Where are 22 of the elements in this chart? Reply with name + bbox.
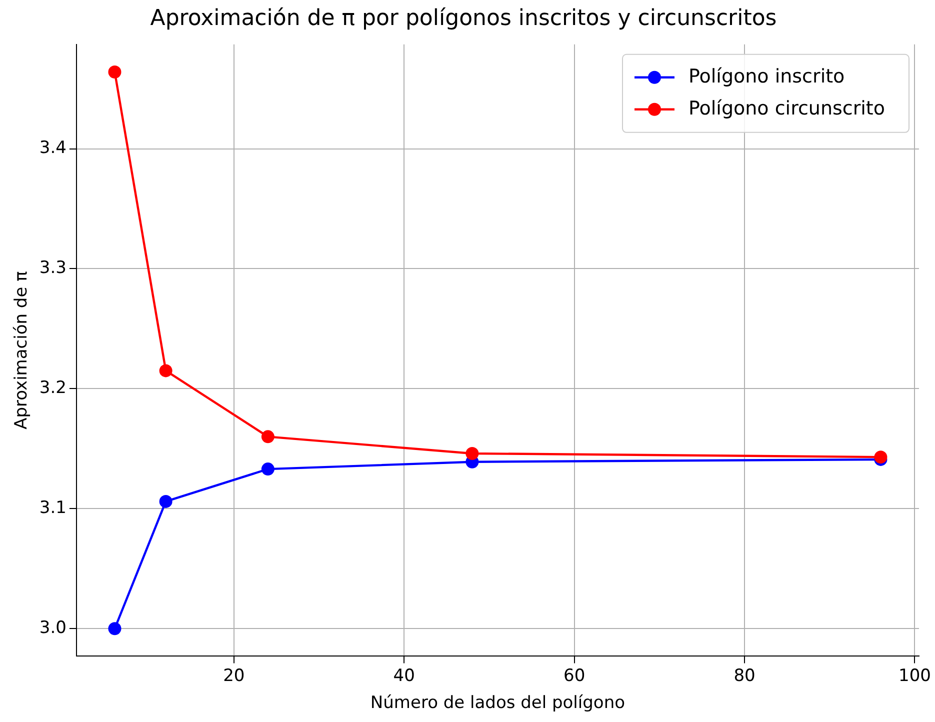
y-tick-label: 3.3 (39, 258, 66, 278)
y-tick-label: 3.0 (39, 618, 66, 638)
point (159, 494, 172, 508)
legend-label: Polígono circunscrito (688, 97, 886, 120)
x-tick-label: 40 (393, 666, 415, 686)
x-tick-label: 80 (734, 666, 756, 686)
legend-label: Polígono inscrito (688, 65, 845, 88)
point (466, 446, 479, 460)
y-tick-label: 3.4 (39, 138, 66, 158)
x-tick-label: 60 (563, 666, 586, 686)
point (108, 65, 122, 78)
x-tick-label: 20 (223, 666, 245, 686)
y-axis-title: Aproximación de π (12, 271, 32, 430)
x-tick-label: 100 (898, 666, 931, 686)
x-axis-title: Número de lados del polígono (370, 693, 625, 714)
point (261, 462, 274, 476)
point (261, 430, 274, 444)
point (159, 364, 172, 378)
chart-title: Aproximación de π por polígonos inscritos y circunscritos (150, 6, 777, 31)
y-tick-label: 3.1 (39, 498, 66, 518)
point (108, 622, 122, 636)
y-tick-label: 3.2 (39, 378, 66, 398)
